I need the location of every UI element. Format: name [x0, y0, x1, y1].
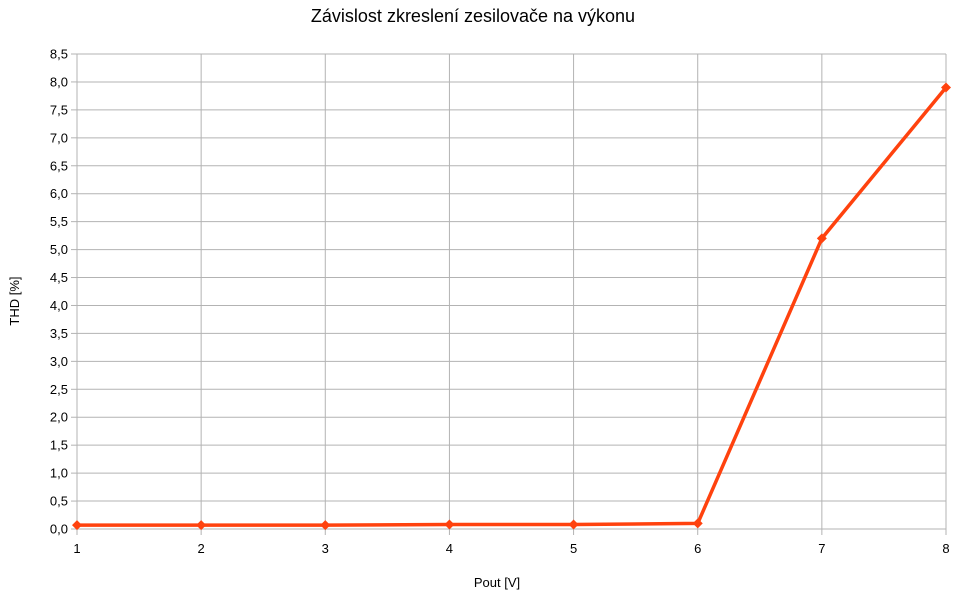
y-tick-label: 5,0	[50, 242, 68, 257]
y-tick-label: 0,5	[50, 494, 68, 509]
y-tick-label: 0,0	[50, 522, 68, 537]
y-tick-label: 2,0	[50, 410, 68, 425]
y-tick-label: 5,5	[50, 214, 68, 229]
series-line	[75, 85, 948, 527]
y-tick-label: 3,5	[50, 326, 68, 341]
chart-title: Závislost zkreslení zesilovače na výkonu	[311, 6, 635, 26]
y-tick-label: 1,5	[50, 438, 68, 453]
y-tick-label: 2,5	[50, 382, 68, 397]
data-point	[692, 518, 703, 529]
y-tick-label: 7,5	[50, 102, 68, 117]
x-tick-label: 7	[818, 541, 825, 556]
grid-lines	[76, 53, 947, 530]
y-axis-ticks: 0,0 0,5 1,0 1,5 2,0 2,5 3,0 3,5 4,0 4,5 5,0 5,5 6,0 6…	[50, 47, 68, 537]
data-point	[816, 233, 827, 244]
x-tick-label: 8	[942, 541, 949, 556]
x-axis-ticks: 1 2 3 4 5 6 7 8	[73, 541, 949, 556]
y-axis-label: THD [%]	[7, 276, 22, 325]
y-tick-label: 8,5	[50, 47, 68, 62]
y-tick-label: 4,0	[50, 298, 68, 313]
data-point	[196, 520, 207, 531]
series-thd	[72, 82, 951, 531]
data-point	[72, 520, 82, 531]
x-tick-label: 1	[73, 541, 80, 556]
y-tick-label: 1,0	[50, 466, 68, 481]
data-point	[941, 82, 951, 93]
x-tick-label: 3	[322, 541, 329, 556]
data-point	[568, 519, 579, 530]
axes	[71, 53, 947, 535]
x-tick-label: 5	[570, 541, 577, 556]
y-tick-label: 6,5	[50, 158, 68, 173]
y-tick-label: 7,0	[50, 130, 68, 145]
data-point	[444, 519, 455, 530]
y-tick-label: 3,0	[50, 354, 68, 369]
data-point	[320, 520, 331, 531]
x-tick-label: 2	[198, 541, 205, 556]
y-tick-label: 4,5	[50, 270, 68, 285]
y-tick-label: 6,0	[50, 186, 68, 201]
x-tick-label: 6	[694, 541, 701, 556]
x-tick-label: 4	[446, 541, 453, 556]
x-axis-label: Pout [V]	[474, 575, 520, 590]
y-tick-label: 8,0	[50, 74, 68, 89]
